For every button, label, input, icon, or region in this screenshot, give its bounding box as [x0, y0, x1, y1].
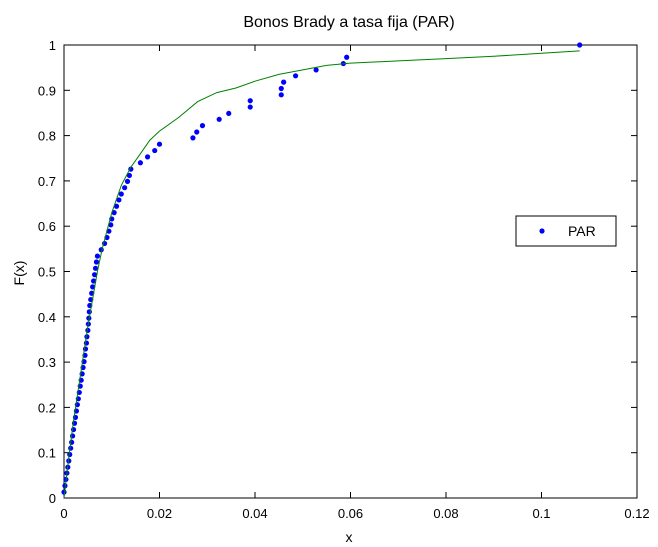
y-tick-label: 0.9: [38, 83, 56, 98]
y-tick-label: 1: [49, 38, 56, 53]
x-tick-label: 0.12: [624, 506, 649, 521]
y-tick-label: 0.1: [38, 446, 56, 461]
data-point-par: [344, 54, 350, 60]
data-point-par: [278, 92, 284, 98]
data-point-par: [313, 67, 319, 73]
data-point-par: [91, 278, 97, 284]
data-point-par: [278, 85, 284, 92]
data-point-par: [93, 259, 100, 265]
data-point-par: [116, 197, 122, 203]
x-tick-label: 0.06: [338, 506, 363, 521]
data-point-par: [91, 272, 98, 278]
data-point-par: [69, 439, 75, 445]
legend: PAR: [515, 215, 617, 247]
data-point-par: [144, 154, 151, 160]
data-point-par: [137, 160, 143, 166]
data-point-par: [111, 210, 117, 216]
y-tick-label: 0.5: [38, 265, 56, 280]
data-point-par: [190, 135, 196, 141]
data-point-par: [108, 222, 114, 228]
data-point-par: [226, 110, 232, 117]
chart-title: Bonos Brady a tasa fija (PAR): [243, 14, 454, 31]
x-tick-label: 0.04: [242, 506, 267, 521]
legend-marker-par: [539, 228, 545, 234]
y-tick-label: 0.4: [38, 310, 56, 325]
data-point-par: [94, 253, 101, 259]
data-point-par: [152, 147, 158, 154]
data-point-par: [216, 116, 222, 122]
data-point-par: [247, 104, 253, 110]
data-point-par: [124, 178, 131, 184]
data-point-par: [122, 185, 128, 191]
data-point-par: [92, 265, 99, 271]
data-point-par: [156, 141, 163, 147]
x-tick-label: 0.02: [147, 506, 172, 521]
y-tick-label: 0.7: [38, 174, 56, 189]
data-point-par: [67, 451, 73, 458]
data-point-par: [577, 42, 583, 48]
data-point-par: [69, 433, 76, 439]
legend-box: [515, 215, 617, 247]
data-point-par: [292, 73, 299, 79]
y-axis-label: F(x): [11, 261, 27, 286]
fitted-cdf-line: [63, 50, 580, 499]
x-tick-label: 0: [60, 506, 67, 521]
y-tick-label: 0.3: [38, 355, 56, 370]
y-tick-label: 0.6: [38, 219, 56, 234]
x-axis-label: x: [346, 529, 353, 545]
x-tick-label: 0.08: [433, 506, 458, 521]
legend-label-par: PAR: [568, 223, 596, 239]
data-point-par: [281, 79, 287, 85]
data-point-par: [113, 203, 120, 209]
data-point-par: [118, 191, 124, 197]
data-point-par: [194, 129, 200, 135]
y-tick-label: 0: [49, 491, 56, 506]
data-point-par: [90, 284, 96, 290]
data-point-par: [126, 172, 133, 179]
data-point-par: [199, 123, 206, 129]
y-tick-label: 0.8: [38, 129, 56, 144]
x-tick-label: 0.1: [532, 506, 550, 521]
y-tick-label: 0.2: [38, 400, 56, 415]
data-point-par: [247, 98, 253, 104]
plot-area: 0 0.02 0.04 0.06 0.08 0.1 0.12 0 0.1 0.2 0.3 0.4 0.5…: [38, 38, 650, 521]
